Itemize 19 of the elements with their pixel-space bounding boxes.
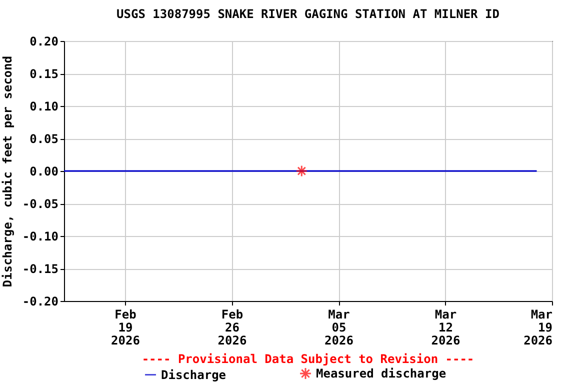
y-tick-label: 0.05 (30, 132, 58, 146)
y-tick-label: -0.20 (22, 294, 58, 308)
y-tick-label: 0.00 (30, 164, 58, 178)
legend-label: Measured discharge (316, 366, 446, 381)
text: ---- Provisional Data Subject to Revision ---- (142, 352, 474, 366)
y-tick-label: -0.05 (22, 197, 58, 211)
legend-label: Discharge (161, 368, 226, 382)
y-tick-label: -0.10 (22, 230, 58, 244)
y-tick-label: -0.15 (22, 262, 58, 276)
x-tick-label: Mar 12 2026 (431, 308, 460, 348)
x-tick-label: Mar 05 2026 (324, 308, 354, 348)
x-tick-label: Feb 19 2026 (111, 308, 140, 348)
y-tick-label: 0.15 (30, 67, 58, 81)
x-tick-label: Feb 26 2026 (218, 308, 247, 348)
y-axis-title: Discharge, cubic feet per second (0, 56, 14, 288)
y-tick-label: 0.20 (30, 34, 58, 48)
x-tick-label: Mar 19 2026 (524, 308, 552, 348)
y-tick-label: 0.10 (30, 100, 58, 114)
chart-title: USGS 13087995 SNAKE RIVER GAGING STATION AT MILNER ID (116, 7, 500, 21)
